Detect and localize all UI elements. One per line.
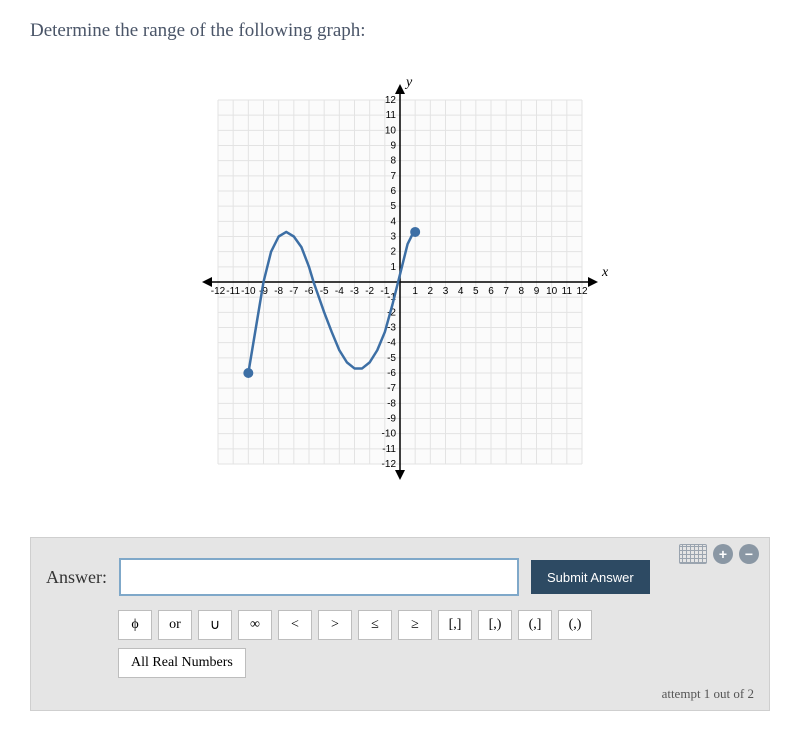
svg-text:3: 3 (390, 232, 396, 243)
svg-text:-6: -6 (305, 286, 314, 297)
svg-text:-2: -2 (365, 286, 374, 297)
svg-text:8: 8 (390, 156, 396, 167)
symbol-le-button[interactable]: ≤ (358, 610, 392, 640)
graph-svg: -12-11-10-9-8-7-6-5-4-3-2-11234567891011… (190, 72, 610, 492)
svg-text:-8: -8 (274, 286, 283, 297)
symbol-closed-closed-button[interactable]: [,] (438, 610, 472, 640)
symbol-union-button[interactable]: ∪ (198, 610, 232, 640)
svg-text:10: 10 (546, 286, 558, 297)
submit-answer-button[interactable]: Submit Answer (531, 560, 650, 594)
svg-text:5: 5 (390, 201, 396, 212)
answer-panel: + − Answer: Submit Answer ϕor∪∞<>≤≥[,][,… (30, 537, 770, 711)
svg-text:-6: -6 (387, 368, 396, 379)
svg-text:-12: -12 (382, 459, 397, 470)
graph-container: -12-11-10-9-8-7-6-5-4-3-2-11234567891011… (30, 72, 770, 497)
svg-text:9: 9 (534, 286, 540, 297)
svg-text:-5: -5 (320, 286, 329, 297)
symbol-open-open-button[interactable]: (,) (558, 610, 592, 640)
svg-text:y: y (404, 75, 413, 90)
svg-text:-7: -7 (387, 383, 396, 394)
svg-text:-12: -12 (211, 286, 226, 297)
svg-text:-9: -9 (387, 414, 396, 425)
symbol-phi-button[interactable]: ϕ (118, 610, 152, 640)
svg-text:8: 8 (519, 286, 525, 297)
svg-text:7: 7 (503, 286, 509, 297)
svg-text:6: 6 (488, 286, 494, 297)
svg-text:5: 5 (473, 286, 479, 297)
svg-text:-3: -3 (387, 323, 396, 334)
svg-text:2: 2 (390, 247, 396, 258)
svg-text:11: 11 (386, 110, 397, 121)
svg-text:-5: -5 (387, 353, 396, 364)
svg-text:-7: -7 (289, 286, 298, 297)
symbol-lt-button[interactable]: < (278, 610, 312, 640)
svg-text:4: 4 (458, 286, 464, 297)
svg-text:6: 6 (390, 186, 396, 197)
all-real-numbers-button[interactable]: All Real Numbers (118, 648, 246, 678)
attempt-counter: attempt 1 out of 2 (46, 686, 754, 702)
svg-text:12: 12 (576, 286, 588, 297)
symbol-gt-button[interactable]: > (318, 610, 352, 640)
svg-text:10: 10 (385, 125, 397, 136)
svg-text:7: 7 (390, 171, 396, 182)
symbol-row: ϕor∪∞<>≤≥[,][,)(,](,) (118, 610, 754, 640)
answer-input[interactable] (119, 558, 519, 596)
svg-text:x: x (601, 265, 609, 280)
symbol-closed-open-button[interactable]: [,) (478, 610, 512, 640)
svg-text:3: 3 (443, 286, 449, 297)
answer-label: Answer: (46, 567, 107, 588)
svg-text:4: 4 (390, 216, 396, 227)
svg-text:-3: -3 (350, 286, 359, 297)
svg-text:1: 1 (390, 262, 396, 273)
symbol-ge-button[interactable]: ≥ (398, 610, 432, 640)
svg-text:12: 12 (385, 95, 397, 106)
svg-text:-4: -4 (387, 338, 396, 349)
svg-text:1: 1 (412, 286, 418, 297)
svg-text:-10: -10 (241, 286, 256, 297)
question-prompt: Determine the range of the following gra… (30, 20, 770, 42)
svg-text:-8: -8 (387, 398, 396, 409)
svg-text:2: 2 (428, 286, 434, 297)
add-row-icon[interactable]: + (713, 544, 733, 564)
svg-text:-11: -11 (382, 444, 396, 455)
svg-text:-4: -4 (335, 286, 344, 297)
svg-text:9: 9 (390, 141, 396, 152)
symbol-open-closed-button[interactable]: (,] (518, 610, 552, 640)
svg-text:11: 11 (562, 286, 573, 297)
symbol-infinity-button[interactable]: ∞ (238, 610, 272, 640)
svg-text:-10: -10 (382, 429, 397, 440)
remove-row-icon[interactable]: − (739, 544, 759, 564)
symbol-or-button[interactable]: or (158, 610, 192, 640)
keyboard-icon[interactable] (679, 544, 707, 564)
svg-text:-11: -11 (226, 286, 240, 297)
